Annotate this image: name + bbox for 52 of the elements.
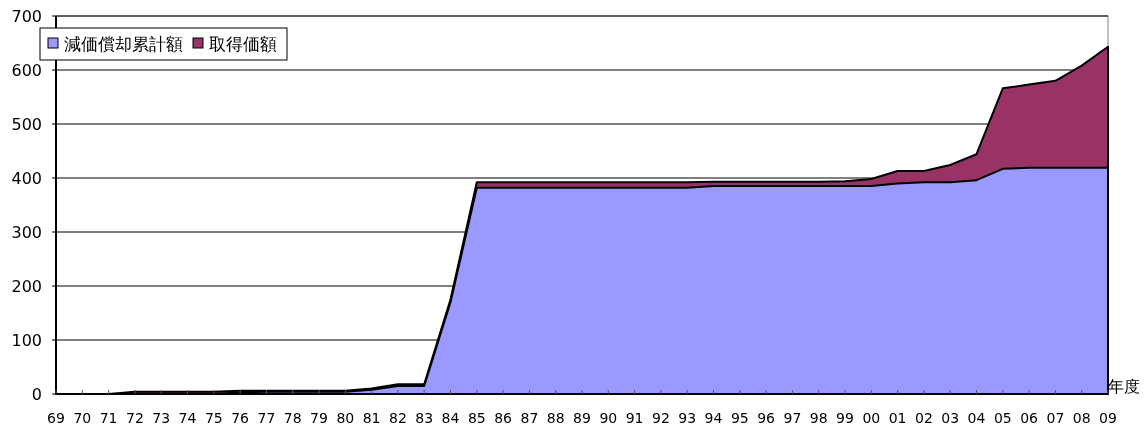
xtick: 96 bbox=[757, 410, 775, 426]
ytick: 300 bbox=[11, 223, 42, 242]
xtick: 84 bbox=[441, 410, 460, 426]
xtick: 85 bbox=[467, 410, 486, 426]
xtick: 97 bbox=[783, 410, 802, 426]
xtick: 78 bbox=[283, 410, 302, 426]
xtick: 08 bbox=[1072, 410, 1091, 426]
xtick: 81 bbox=[362, 410, 381, 426]
legend-label: 取得価額 bbox=[209, 34, 277, 54]
xtick: 99 bbox=[836, 410, 854, 426]
xtick: 74 bbox=[178, 410, 197, 426]
ytick: 0 bbox=[31, 385, 42, 404]
xtick: 82 bbox=[389, 410, 407, 426]
xtick: 07 bbox=[1046, 410, 1065, 426]
xtick: 03 bbox=[941, 410, 960, 426]
xtick: 88 bbox=[546, 410, 565, 426]
xtick: 05 bbox=[993, 410, 1012, 426]
xtick: 94 bbox=[704, 410, 723, 426]
xtick: 75 bbox=[204, 410, 223, 426]
xtick: 83 bbox=[415, 410, 434, 426]
xtick: 92 bbox=[652, 410, 670, 426]
xtick: 91 bbox=[625, 410, 644, 426]
xtick: 73 bbox=[152, 410, 171, 426]
ytick: 200 bbox=[11, 277, 42, 296]
xtick: 77 bbox=[257, 410, 276, 426]
xtick: 09 bbox=[1099, 410, 1117, 426]
xtick: 06 bbox=[1020, 410, 1038, 426]
xtick: 80 bbox=[336, 410, 355, 426]
xtick: 04 bbox=[967, 410, 986, 426]
ytick: 700 bbox=[11, 7, 42, 26]
xtick: 71 bbox=[99, 410, 118, 426]
xtick: 89 bbox=[573, 410, 591, 426]
ytick: 500 bbox=[11, 115, 42, 134]
ytick: 400 bbox=[11, 169, 42, 188]
ytick: 600 bbox=[11, 61, 42, 80]
xtick: 90 bbox=[599, 410, 618, 426]
xtick: 69 bbox=[47, 410, 65, 426]
xtick: 72 bbox=[126, 410, 144, 426]
xtick: 76 bbox=[231, 410, 249, 426]
xtick: 01 bbox=[888, 410, 907, 426]
xtick: 02 bbox=[915, 410, 933, 426]
xtick: 86 bbox=[494, 410, 512, 426]
xtick: 79 bbox=[310, 410, 328, 426]
xtick: 98 bbox=[809, 410, 828, 426]
xtick: 00 bbox=[862, 410, 881, 426]
xtick: 70 bbox=[73, 410, 92, 426]
xtick: 95 bbox=[730, 410, 749, 426]
ytick: 100 bbox=[11, 331, 42, 350]
legend-label: 減価償却累計額 bbox=[64, 34, 183, 54]
xlabel: 年度 bbox=[1108, 377, 1140, 396]
xtick: 93 bbox=[678, 410, 697, 426]
xtick: 87 bbox=[520, 410, 539, 426]
